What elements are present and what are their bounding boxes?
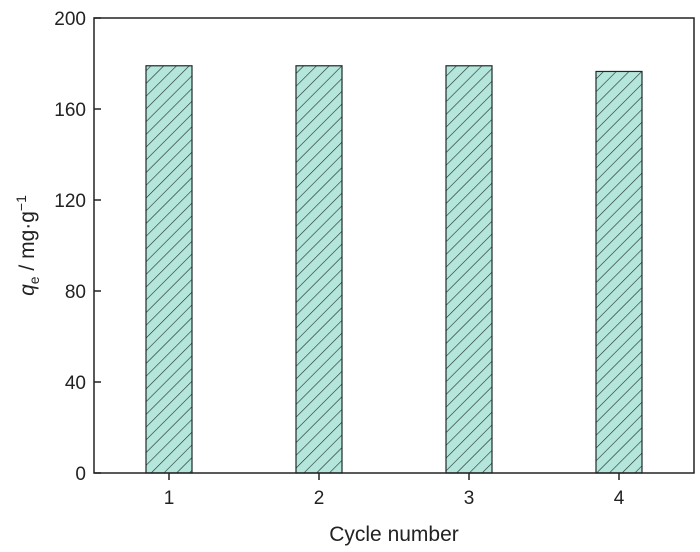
y-tick-label: 80 [65,282,86,303]
y-tick-label: 200 [54,9,86,30]
y-axis-subscript: e [26,276,42,284]
x-tick-label: 4 [614,488,625,509]
y-tick-label: 40 [65,373,86,394]
x-axis: 1 2 3 4 [164,473,625,509]
y-axis-unit: / mg·g [16,211,39,276]
bar-cycle-1 [145,65,193,474]
y-tick-label: 0 [75,464,86,485]
y-tick-label: 120 [54,191,86,212]
x-axis-title: Cycle number [329,523,459,546]
x-tick-label: 1 [164,488,175,509]
y-tick-label: 160 [54,100,86,121]
bar-cycle-4 [595,70,643,474]
y-axis-symbol: q [16,284,39,296]
x-tick-label: 3 [464,488,475,509]
y-axis: 0 40 80 120 160 200 [54,9,101,485]
bar-cycle-3 [445,65,493,474]
x-tick-label: 2 [314,488,325,509]
bars-group [145,65,643,474]
y-axis-title: qe / mg·g−1 [13,195,42,296]
y-axis-superscript: −1 [13,195,29,211]
plot-frame [93,17,695,474]
bar-cycle-2 [295,65,343,474]
